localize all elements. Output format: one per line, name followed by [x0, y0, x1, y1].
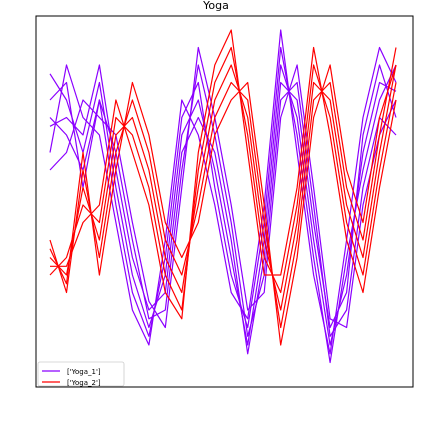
legend-label-yoga-2: ['Yoga_2']: [67, 379, 101, 387]
series-line-yoga-1-2: [49, 64, 397, 355]
series-line-yoga-2-8: [49, 47, 397, 329]
series-line-yoga-1-4: [49, 29, 397, 355]
series-line-yoga-2-10: [49, 64, 397, 346]
series-line-yoga-1-5: [49, 46, 397, 329]
series-line-yoga-2-9: [50, 29, 397, 320]
series-layer: [49, 29, 397, 364]
series-line-yoga-2-6: [49, 64, 397, 311]
legend: ['Yoga_1'] ['Yoga_2']: [37, 361, 125, 387]
legend-frame: [37, 361, 125, 387]
legend-label-yoga-1: ['Yoga_1']: [67, 368, 101, 376]
series-line-yoga-2-7: [49, 46, 397, 311]
chart-title: Yoga: [203, 0, 229, 12]
